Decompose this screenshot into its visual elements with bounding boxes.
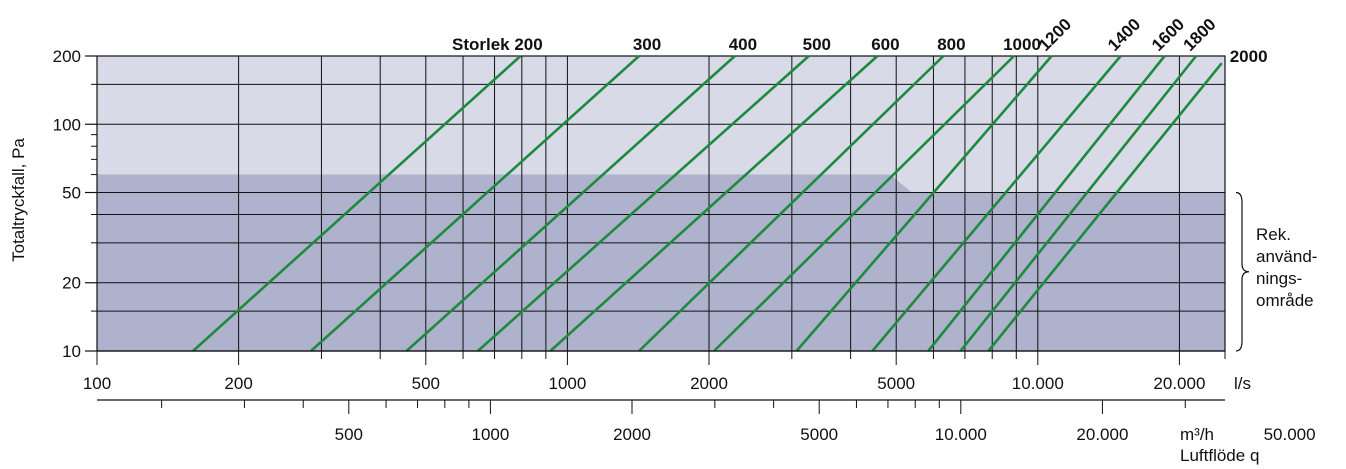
series-label-1000: 1000 — [1003, 35, 1041, 54]
x-tick-label-ls: 1000 — [548, 374, 586, 393]
y-tick-label: 200 — [53, 47, 81, 66]
x-axis-title: Luftflöde q — [1180, 446, 1259, 465]
x-unit-m3h: m³/h — [1180, 425, 1214, 444]
series-label-1200: 1200 — [1035, 15, 1075, 55]
recommended-area — [97, 174, 1225, 351]
series-lines — [192, 55, 1223, 352]
y-tick-label: 20 — [62, 274, 81, 293]
series-line-300 — [310, 55, 640, 352]
series-line-1000 — [713, 55, 1015, 352]
series-label-200: 200 — [514, 35, 542, 54]
y-tick-label: 10 — [62, 342, 81, 361]
series-label-800: 800 — [937, 35, 965, 54]
recommended-area-label: Rek. — [1256, 225, 1291, 244]
series-label-600: 600 — [871, 35, 899, 54]
plot-background — [97, 56, 1225, 351]
x-tick-label-m3h: 50.000 — [1264, 425, 1316, 444]
x-tick-label-m3h: 10.000 — [935, 425, 987, 444]
x-tick-label-ls: 2000 — [690, 374, 728, 393]
x-tick-label-m3h: 20.000 — [1076, 425, 1128, 444]
x-tick-label-m3h: 500 — [335, 425, 363, 444]
series-label-1400: 1400 — [1104, 15, 1144, 55]
series-label-400: 400 — [729, 35, 757, 54]
x-unit-ls: l/s — [1234, 374, 1251, 393]
axes — [85, 55, 1250, 414]
y-axis-title: Totaltryckfall, Pa — [9, 138, 28, 262]
x-tick-label-m3h: 5000 — [800, 425, 838, 444]
size-title: Storlek — [452, 35, 510, 54]
series-label-1800: 1800 — [1179, 15, 1219, 55]
x-tick-label-ls: 200 — [224, 374, 252, 393]
series-label-500: 500 — [803, 35, 831, 54]
grid — [96, 55, 1226, 352]
x-tick-label-ls: 20.000 — [1153, 374, 1205, 393]
series-label-1600: 1600 — [1148, 15, 1188, 55]
recommended-area-label: område — [1256, 291, 1314, 310]
recommended-area-label: nings- — [1256, 269, 1302, 288]
x-tick-label-ls: 10.000 — [1012, 374, 1064, 393]
series-line-800 — [638, 55, 945, 352]
series-line-500 — [476, 55, 810, 352]
series-line-1400 — [871, 55, 1122, 352]
recommended-area-label: använd- — [1256, 247, 1317, 266]
y-tick-label: 50 — [62, 184, 81, 203]
series-line-400 — [405, 55, 736, 352]
x-tick-label-ls: 100 — [83, 374, 111, 393]
recommended-bracket — [1235, 191, 1250, 352]
series-line-1600 — [927, 55, 1166, 352]
series-line-200 — [192, 55, 522, 352]
x-tick-label-ls: 500 — [412, 374, 440, 393]
x-tick-label-m3h: 2000 — [613, 425, 651, 444]
series-line-600 — [549, 55, 879, 352]
series-line-1800 — [959, 55, 1198, 352]
series-label-2000: 2000 — [1230, 47, 1268, 66]
x-tick-label-ls: 5000 — [877, 374, 915, 393]
x-tick-label-m3h: 1000 — [471, 425, 509, 444]
series-line-1200 — [795, 55, 1053, 352]
series-line-2000 — [987, 62, 1223, 352]
series-label-300: 300 — [633, 35, 661, 54]
y-tick-label: 100 — [53, 115, 81, 134]
